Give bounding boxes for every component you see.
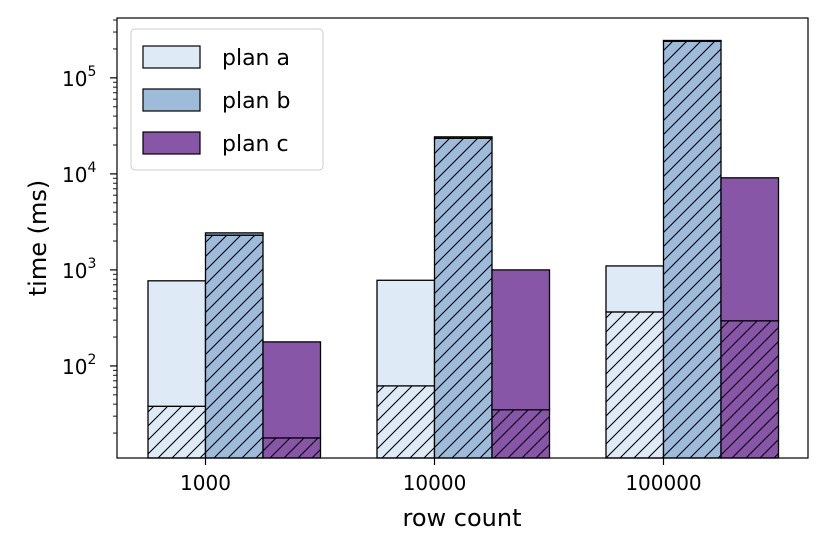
- hatch-pattern: [377, 385, 435, 458]
- y-tick-base: 10: [62, 163, 87, 187]
- bar-top-segment: [491, 269, 551, 411]
- hatch-pattern: [434, 138, 492, 458]
- x-tick-label: 10000: [403, 471, 467, 495]
- hatch-pattern: [205, 235, 263, 458]
- x-axis: 1000 10000 100000: [180, 458, 702, 495]
- legend-label: plan b: [222, 89, 290, 114]
- hatch-pattern: [263, 437, 321, 458]
- bar-top-segment: [376, 279, 436, 387]
- legend: plan a plan b plan c: [130, 28, 324, 171]
- legend-label: plan c: [222, 132, 289, 157]
- hatch-pattern: [148, 406, 206, 458]
- bars: [147, 39, 780, 459]
- bar-top-segment: [147, 280, 207, 407]
- hatch-pattern: [606, 311, 664, 458]
- y-tick-exponent: 2: [87, 352, 96, 368]
- x-tick-label: 100000: [625, 471, 701, 495]
- y-tick-exponent: 4: [87, 160, 96, 176]
- bar-top-segment: [433, 136, 493, 139]
- bar-top-segment: [605, 265, 665, 313]
- legend-swatch: [142, 131, 201, 155]
- legend-swatch: [142, 45, 201, 69]
- hatch-pattern: [663, 41, 721, 458]
- hatch-pattern: [721, 320, 779, 458]
- y-tick-base: 10: [62, 259, 87, 283]
- bar-top-segment: [662, 39, 722, 42]
- y-axis-label: time (ms): [24, 180, 52, 296]
- bar-top-segment: [204, 232, 264, 236]
- hatch-pattern: [492, 409, 550, 458]
- y-tick-label: 104: [62, 160, 96, 187]
- bar-top-segment: [720, 177, 780, 322]
- x-axis-label: row count: [403, 504, 522, 532]
- legend-label: plan a: [222, 46, 290, 71]
- y-tick-base: 10: [62, 67, 87, 91]
- x-tick-label: 1000: [180, 471, 231, 495]
- legend-swatch: [142, 88, 201, 112]
- bar-top-segment: [262, 341, 322, 439]
- plot-frame: [116, 17, 809, 459]
- y-tick-base: 10: [62, 355, 87, 379]
- y-tick-label: 103: [62, 256, 96, 283]
- y-tick-label: 102: [62, 352, 96, 379]
- y-tick-label: 105: [62, 64, 96, 91]
- y-tick-exponent: 3: [87, 256, 96, 272]
- y-tick-exponent: 5: [87, 64, 96, 80]
